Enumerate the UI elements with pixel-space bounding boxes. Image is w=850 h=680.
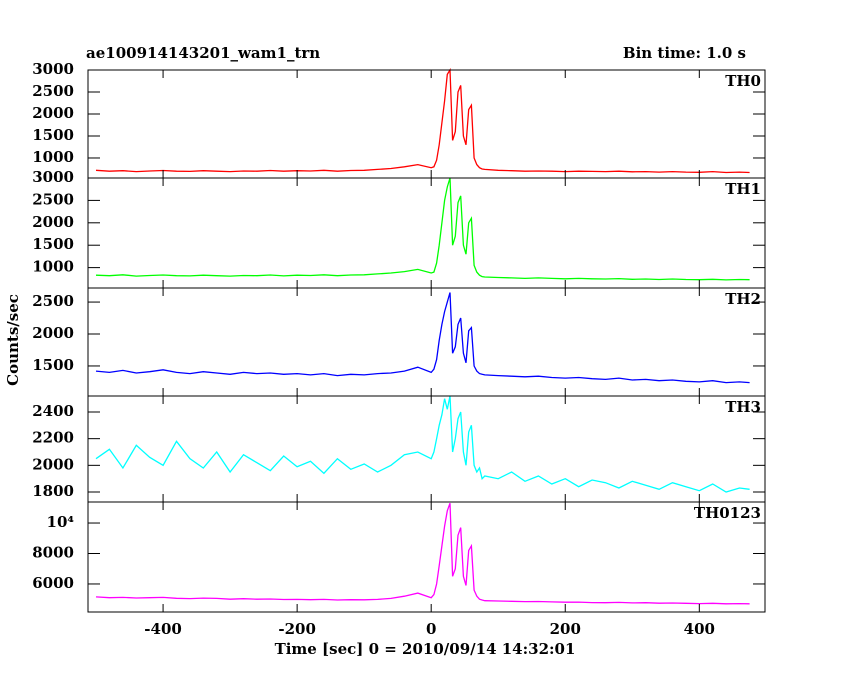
panel-frame <box>87 395 766 503</box>
panel-frame <box>87 287 766 397</box>
y-tick-label: 2500 <box>32 190 74 208</box>
y-tick-label: 3000 <box>32 60 74 78</box>
y-tick-label: 2400 <box>32 402 74 420</box>
y-tick-label: 1500 <box>32 126 74 144</box>
y-tick-label: 1500 <box>32 356 74 374</box>
light-curve <box>95 177 750 281</box>
panel-frame <box>87 69 766 179</box>
x-tick-label: 0 <box>426 620 436 638</box>
panel-label: TH2 <box>725 290 761 308</box>
y-tick-label: 1000 <box>32 258 74 276</box>
panel-label: TH0123 <box>694 504 761 522</box>
light-curve <box>95 292 750 384</box>
y-axis-label: Counts/sec <box>4 294 22 386</box>
light-curve <box>95 395 750 493</box>
y-tick-label: 1800 <box>32 482 74 500</box>
y-tick-label: 2500 <box>32 82 74 100</box>
y-tick-label: 2000 <box>32 455 74 473</box>
light-curve <box>95 67 750 174</box>
panel-label: TH3 <box>725 398 761 416</box>
x-tick-label: -200 <box>278 620 316 638</box>
y-tick-label: 3000 <box>32 168 74 186</box>
y-tick-label: 2000 <box>32 213 74 231</box>
panel-frame <box>87 501 766 613</box>
x-tick-label: 200 <box>550 620 581 638</box>
y-tick-label: 2500 <box>32 292 74 310</box>
x-tick-label: -400 <box>144 620 182 638</box>
light-curve <box>95 502 750 605</box>
y-tick-label: 2000 <box>32 324 74 342</box>
y-tick-label: 2000 <box>32 104 74 122</box>
x-tick-label: 400 <box>684 620 715 638</box>
x-axis-label: Time [sec] 0 = 2010/09/14 14:32:01 <box>275 640 576 658</box>
panel-label: TH1 <box>725 180 761 198</box>
bin-time: Bin time: 1.0 s <box>623 44 746 62</box>
chart-title: ae100914143201_wam1_trn <box>86 44 320 62</box>
y-tick-label: 6000 <box>32 574 74 592</box>
y-tick-label: 1500 <box>32 235 74 253</box>
y-tick-label: 10⁴ <box>47 513 75 531</box>
panel-label: TH0 <box>725 72 761 90</box>
y-tick-label: 8000 <box>32 543 74 561</box>
y-tick-label: 1000 <box>32 148 74 166</box>
y-tick-label: 2200 <box>32 429 74 447</box>
